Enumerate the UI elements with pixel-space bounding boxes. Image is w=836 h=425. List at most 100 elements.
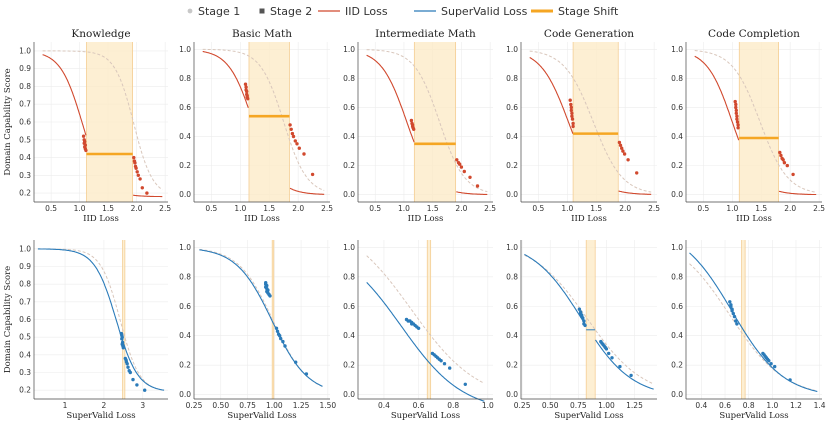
data-point <box>274 326 279 330</box>
data-point <box>302 152 306 156</box>
fitted-curve <box>37 248 165 391</box>
data-point <box>729 304 733 308</box>
panel-8: 0.25 0.50 0.75 1.00 1.25 0.0 0.2 0.4 0.6 0.8 1.0 Su… <box>506 240 657 421</box>
y-tick-label: 1.0 <box>179 45 191 54</box>
data-point <box>281 339 285 344</box>
data-point <box>734 105 738 110</box>
data-point <box>785 163 789 168</box>
stage-band <box>427 240 431 399</box>
data-point <box>84 148 88 153</box>
fitted-curve <box>202 50 325 195</box>
stage-1-curve <box>524 254 654 385</box>
y-tick-label: 1.0 <box>343 45 355 54</box>
x-axis-label: IID Loss <box>408 214 444 224</box>
y-tick-label: 0.8 <box>506 272 518 281</box>
stage-band <box>573 42 619 202</box>
x-tick-label: 0.75 <box>239 401 256 410</box>
x-tick-label: 2.5 <box>648 204 660 213</box>
y-tick-label: 0.0 <box>506 190 518 199</box>
x-tick-label: 0.5 <box>369 204 381 213</box>
y-tick-label: 0.8 <box>671 74 683 83</box>
data-point <box>581 316 585 320</box>
data-point <box>620 146 624 150</box>
panel-7: 0.4 0.6 0.8 1.0 0.0 0.2 0.4 0.6 0.8 1.0 SuperValid… <box>343 240 494 421</box>
data-point <box>289 127 293 131</box>
legend: Stage 1 Stage 2 IID Loss SuperValid Loss Sta… <box>187 5 619 18</box>
x-tick-label: 2.0 <box>619 204 631 213</box>
y-tick-label: 0.3 <box>19 368 31 377</box>
data-point <box>773 364 777 369</box>
data-point <box>138 177 142 181</box>
y-tick-label: 0.2 <box>179 361 191 370</box>
panel-title: Code Generation <box>544 28 634 40</box>
x-tick-label: 2.5 <box>813 204 825 213</box>
data-point <box>291 134 296 139</box>
x-tick-label: 0.6 <box>719 401 731 410</box>
y-tick-label: 0.0 <box>671 390 683 399</box>
data-point <box>135 170 139 174</box>
fitted-curve <box>694 55 817 196</box>
x-tick-label: 1.0 <box>234 204 246 213</box>
data-point <box>310 172 315 177</box>
x-tick-label: 1.2 <box>790 401 802 410</box>
data-point <box>297 146 301 150</box>
data-point <box>735 120 740 124</box>
data-point <box>439 359 443 363</box>
y-tick-label: 0.4 <box>343 132 355 141</box>
legend-label-0: Stage 1 <box>198 5 240 18</box>
data-point <box>290 131 295 136</box>
x-axis-label: SuperValid Loss <box>391 411 460 421</box>
data-point <box>778 150 782 155</box>
x-tick-label: 1.25 <box>626 401 643 410</box>
data-point <box>582 319 586 323</box>
data-point <box>293 139 297 143</box>
data-point <box>145 191 149 195</box>
y-tick-label: 0.5 <box>19 135 31 144</box>
x-tick-label: 1.4 <box>814 401 826 410</box>
fitted-curve <box>199 249 323 387</box>
y-axis-label: Domain Capability Score <box>3 68 13 175</box>
y-tick-label: 0.6 <box>179 302 191 311</box>
data-point <box>462 169 466 174</box>
y-tick-label: 1.0 <box>671 243 683 252</box>
data-point <box>626 158 630 162</box>
data-point <box>728 300 732 304</box>
data-point <box>268 294 272 298</box>
data-point <box>412 127 416 131</box>
x-tick-label: 2.0 <box>784 204 796 213</box>
legend-label-1: Stage 2 <box>270 5 312 18</box>
data-point <box>621 149 625 153</box>
x-tick-label: 0.6 <box>413 401 425 410</box>
y-tick-label: 0.9 <box>19 262 31 271</box>
x-tick-label: 1.5 <box>102 204 114 213</box>
panel-9: 0.4 0.6 0.8 1.0 1.2 1.40.00.20.40.60.81.0Supe… <box>671 240 826 421</box>
y-tick-label: 0.2 <box>671 361 683 370</box>
stage-1-curve <box>366 49 488 193</box>
data-point <box>409 118 414 123</box>
x-axis-label: SuperValid Loss <box>719 411 788 421</box>
data-point <box>769 362 773 366</box>
x-tick-label: 1.00 <box>266 401 283 410</box>
data-point <box>243 82 248 86</box>
stage-band <box>122 240 125 399</box>
data-point <box>569 105 573 110</box>
data-point <box>610 356 614 360</box>
y-tick-label: 1.0 <box>506 45 518 54</box>
data-point <box>791 172 795 177</box>
y-tick-label: 0.8 <box>506 74 518 83</box>
y-tick-label: 0.8 <box>671 272 683 281</box>
y-tick-label: 0.0 <box>671 190 683 199</box>
x-tick-label: 1.5 <box>263 204 275 213</box>
x-tick-label: 1.0 <box>482 401 494 410</box>
x-tick-label: 1.5 <box>427 204 439 213</box>
data-point <box>583 323 587 328</box>
x-tick-label: 1.00 <box>598 401 615 410</box>
x-tick-label: 1 <box>63 401 68 410</box>
data-point <box>730 309 734 313</box>
fitted-curve <box>689 252 818 393</box>
x-tick-label: 1.0 <box>561 204 573 213</box>
y-tick-label: 0.8 <box>343 74 355 83</box>
data-point <box>278 334 282 338</box>
x-axis-label: IID Loss <box>244 214 280 224</box>
